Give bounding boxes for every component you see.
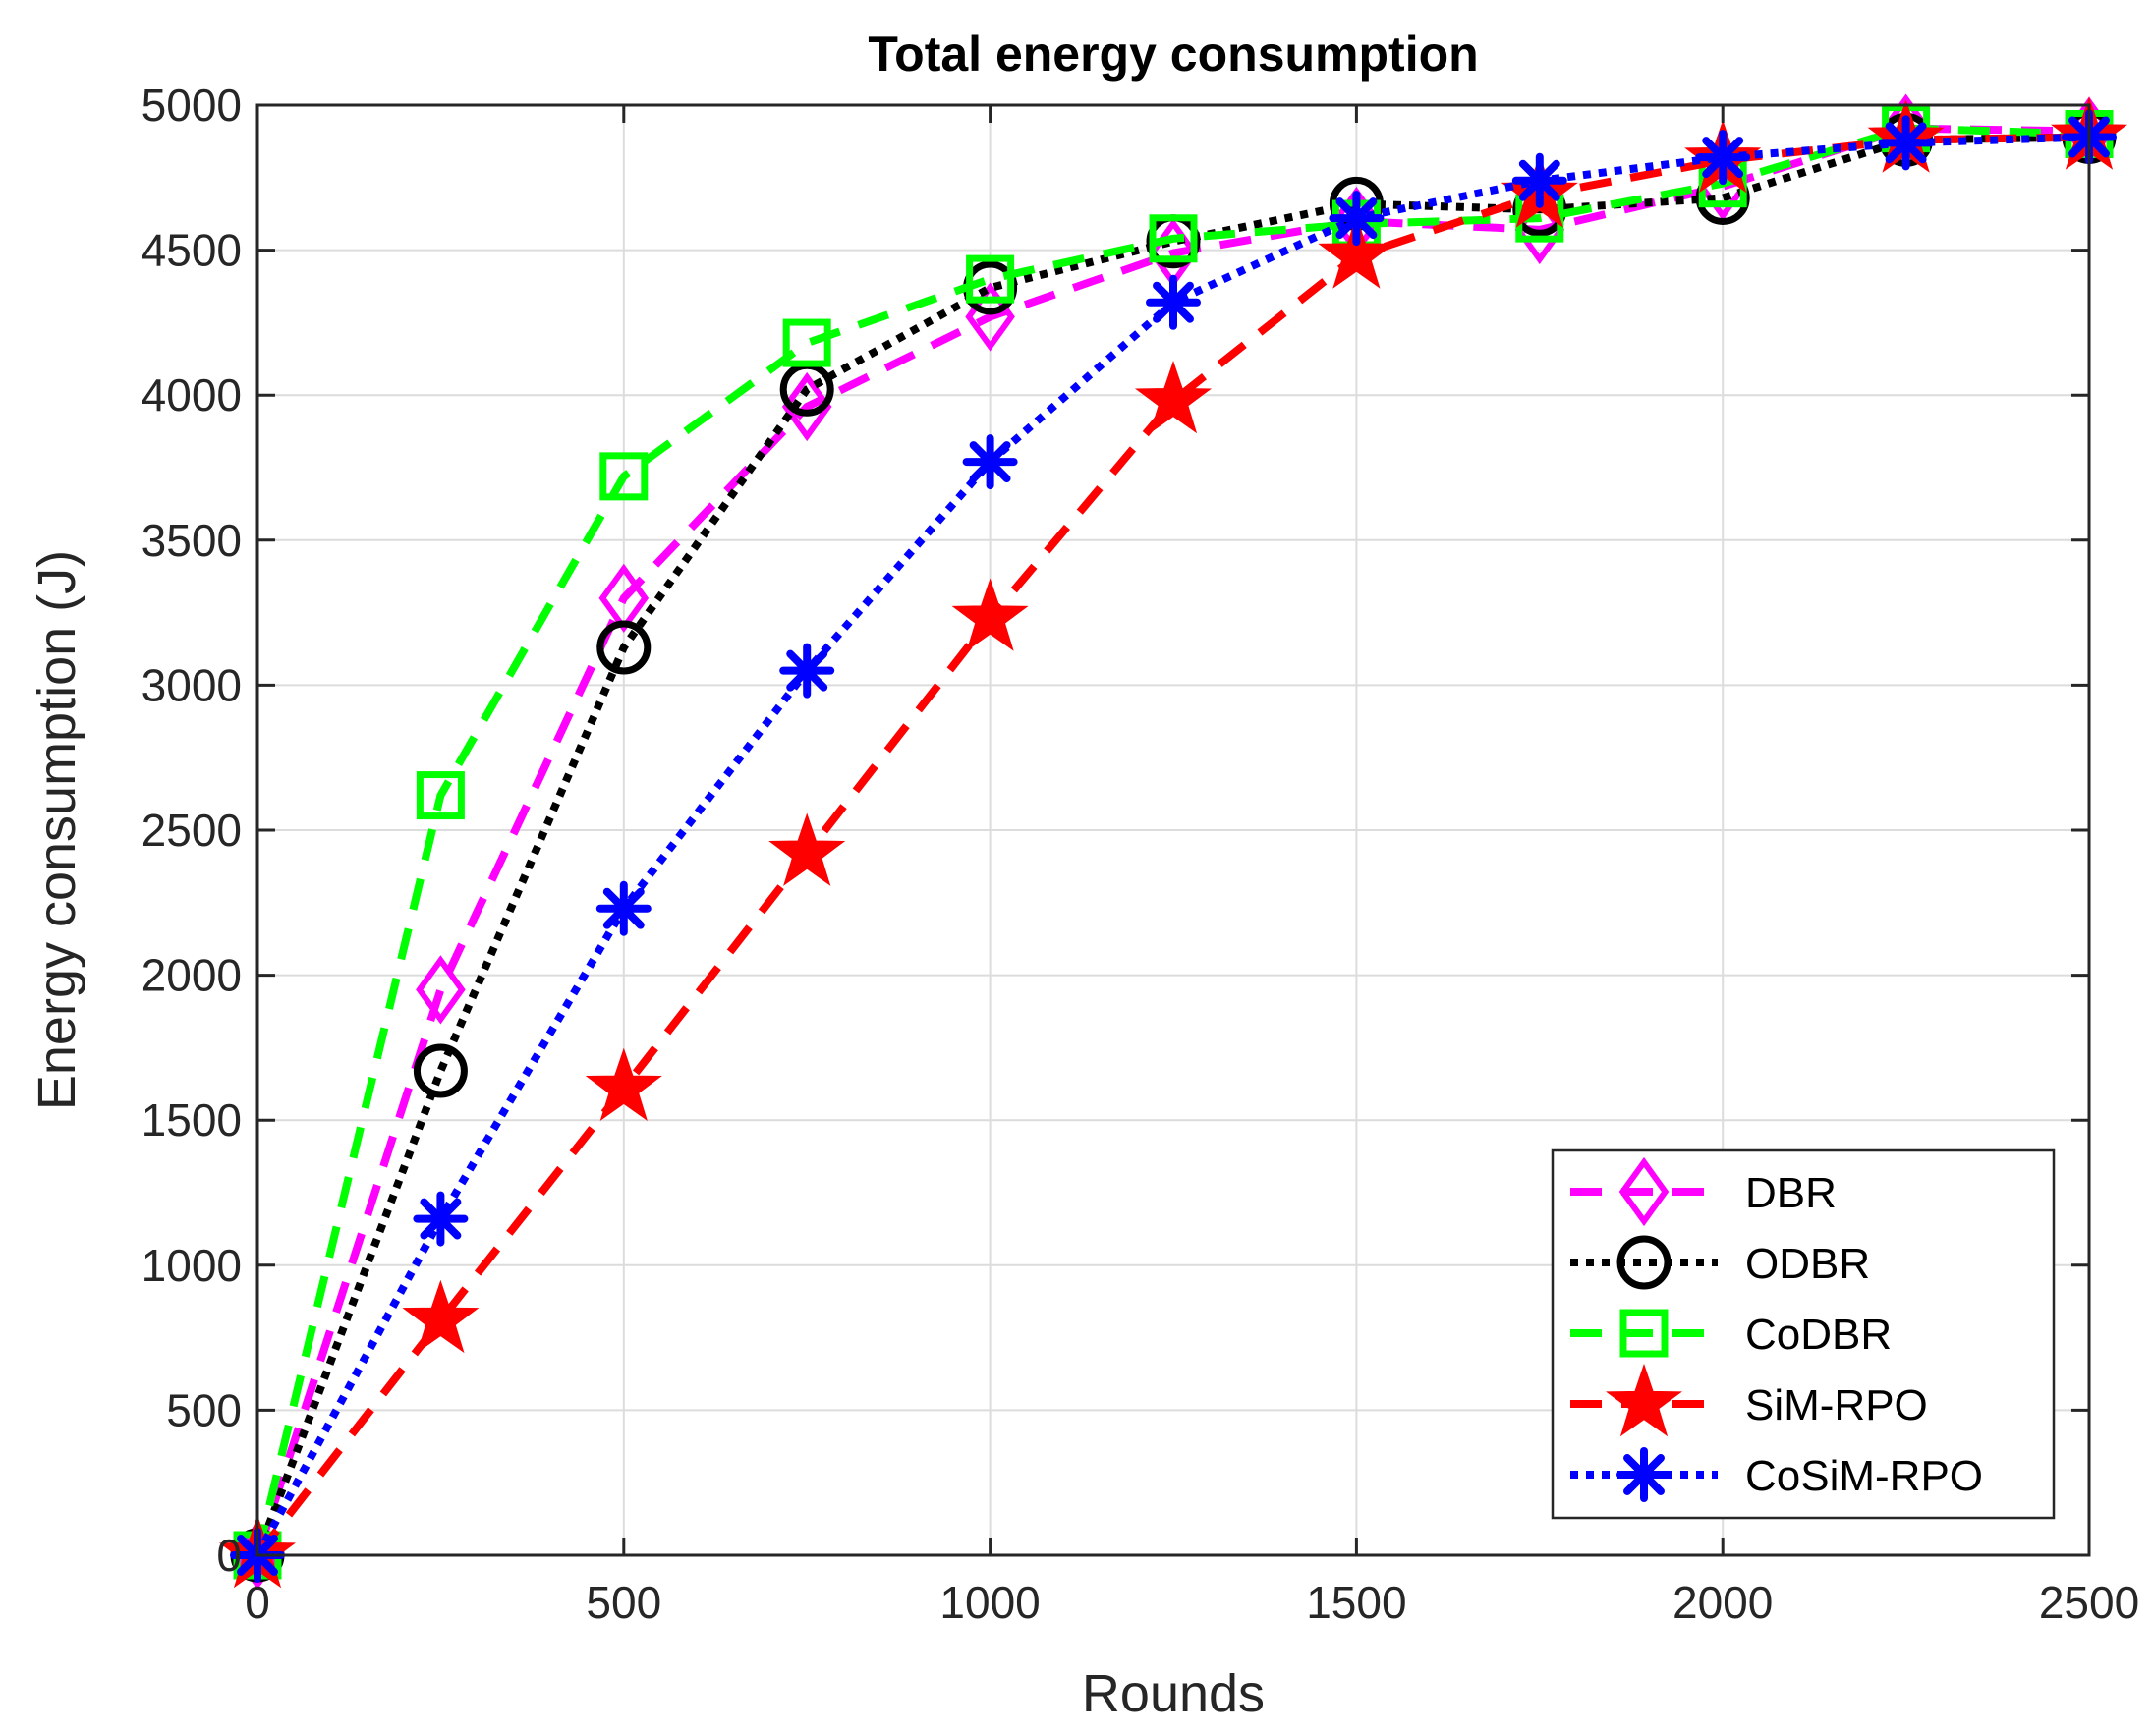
y-axis-label: Energy consumption (J) [28,550,86,1110]
asterisk-stroke [602,887,645,929]
data-point-star [768,812,846,886]
asterisk-stroke [1702,137,1744,179]
data-point-asterisk [1146,274,1201,330]
legend-label: DBR [1745,1169,1837,1217]
y-tick-label: 3500 [142,515,242,566]
y-tick-label: 1000 [142,1240,242,1291]
x-tick-label: 1000 [939,1577,1040,1628]
chart-title: Total energy consumption [868,27,1478,82]
legend-item-cosim-rpo: CoSiM-RPO [1570,1447,1983,1502]
y-tick-label: 4000 [142,369,242,420]
legend: DBR ODBR CoDBR SiM-RPO CoSiM-RPO [1551,1148,2056,1520]
legend-label: CoSiM-RPO [1745,1452,1983,1500]
data-point-star [951,578,1029,651]
asterisk-stroke [1885,122,1927,164]
data-point-star [585,1047,662,1122]
data-point-square [782,318,831,367]
series-line [254,133,2090,1558]
data-point-square [416,771,465,820]
data-point-square [1619,1309,1669,1358]
y-axis-ticks: 0 500 1000 1500 2000 2500 3000 3500 4000 4500 5000 [142,80,2089,1581]
legend-item-odbr: ODBR [1570,1235,1870,1290]
y-tick-label: 4500 [142,225,242,276]
x-tick-label: 0 [245,1577,270,1628]
y-tick-label: 500 [166,1384,242,1435]
data-point-diamond [1618,1156,1670,1227]
asterisk-stroke [1153,281,1194,323]
asterisk-stroke [1335,197,1378,240]
series-line [254,124,2090,1556]
data-point-asterisk [413,1191,469,1247]
x-axis-ticks: 0 500 1000 1500 2000 2500 [245,105,2139,1628]
data-point-square [599,452,649,501]
data-point-star [1318,215,1395,289]
legend-item-sim-rpo: SiM-RPO [1570,1363,1928,1437]
data-point-asterisk [779,643,835,699]
data-point-circle [596,620,652,675]
data-point-asterisk [1695,130,1751,186]
x-axis-label: Rounds [1082,1664,1265,1723]
data-point-square [966,254,1015,304]
legend-label: SiM-RPO [1745,1381,1928,1429]
asterisk-stroke [969,441,1011,483]
data-point-asterisk [1878,115,1934,171]
data-point-asterisk [1329,191,1385,247]
data-point-asterisk [1616,1447,1671,1502]
y-tick-label: 3000 [142,659,242,710]
data-point-circle [1616,1235,1671,1290]
data-point-asterisk [1511,152,1567,208]
x-tick-label: 1500 [1306,1577,1406,1628]
x-tick-label: 2500 [2039,1577,2139,1628]
series-line [254,133,2090,1557]
data-point-asterisk [595,880,652,936]
data-point-star [1134,360,1213,434]
legend-label: CoDBR [1745,1311,1892,1359]
data-point-circle [413,1043,468,1098]
y-tick-label: 2000 [142,950,242,1001]
y-tick-label: 5000 [142,80,242,131]
legend-label: ODBR [1745,1240,1870,1288]
data-point-diamond [781,371,832,442]
asterisk-stroke [1623,1454,1665,1495]
asterisk-stroke [1518,159,1560,201]
data-point-asterisk [962,434,1018,490]
x-tick-label: 500 [586,1577,661,1628]
y-tick-label: 1500 [142,1094,242,1146]
legend-item-codbr: CoDBR [1570,1309,1892,1359]
asterisk-stroke [786,649,828,692]
data-point-square [1149,214,1198,263]
legend-item-dbr: DBR [1570,1156,1837,1227]
data-point-star [402,1279,480,1354]
asterisk-stroke [420,1198,462,1240]
x-tick-label: 2000 [1672,1577,1773,1628]
data-point-star [1605,1363,1683,1437]
y-tick-label: 2500 [142,805,242,856]
y-tick-label: 0 [216,1530,242,1581]
data-point-diamond [416,955,466,1025]
data-point-diamond [598,563,650,633]
